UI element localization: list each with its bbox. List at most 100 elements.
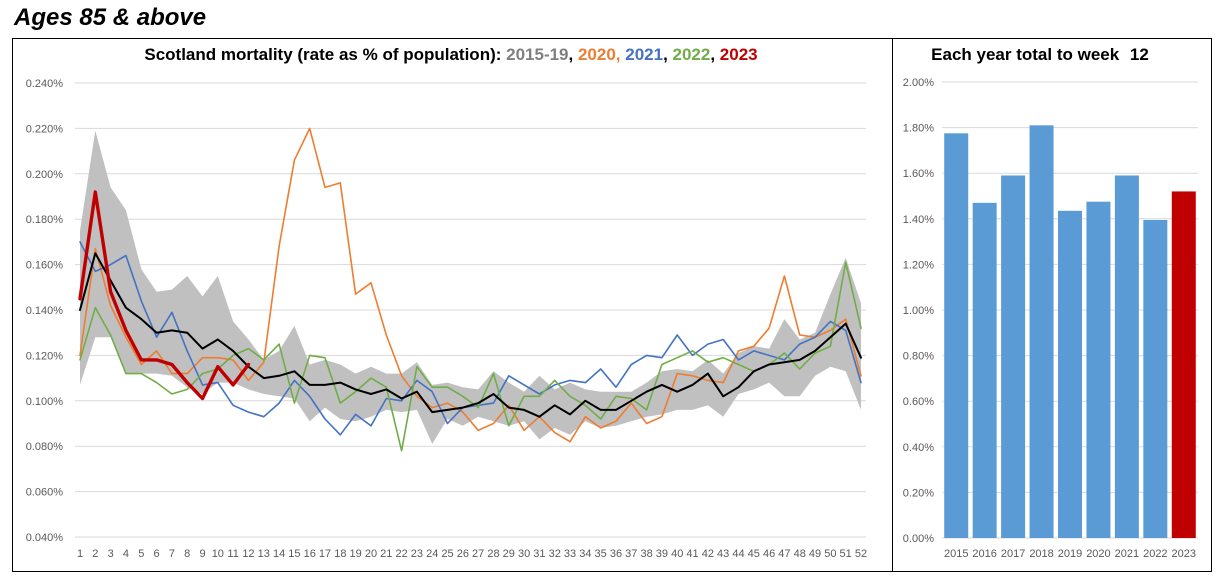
line-x-tick-label: 40	[671, 548, 683, 560]
series-band-2015-19	[80, 130, 861, 444]
line-x-tick-label: 26	[457, 548, 469, 560]
line-y-tick-label: 0.180%	[26, 214, 64, 226]
line-x-tick-label: 8	[184, 548, 190, 560]
line-x-tick-label: 35	[595, 548, 607, 560]
line-y-tick-label: 0.220%	[26, 123, 64, 135]
line-y-tick-label: 0.120%	[26, 350, 64, 362]
bar-x-tick-label: 2020	[1086, 548, 1110, 560]
line-x-tick-label: 27	[472, 548, 484, 560]
line-x-tick-label: 51	[840, 548, 852, 560]
line-x-tick-label: 49	[809, 548, 821, 560]
bar-x-tick-label: 2019	[1058, 548, 1082, 560]
line-x-tick-label: 21	[380, 548, 392, 560]
line-x-tick-label: 24	[426, 548, 438, 560]
bar-y-tick-label: 1.20%	[903, 259, 934, 271]
line-x-tick-label: 50	[824, 548, 836, 560]
bar-x-tick-label: 2021	[1115, 548, 1139, 560]
line-x-tick-label: 23	[411, 548, 423, 560]
line-x-tick-label: 25	[441, 548, 453, 560]
line-x-tick-label: 16	[304, 548, 316, 560]
line-x-tick-label: 39	[656, 548, 668, 560]
line-x-tick-label: 22	[395, 548, 407, 560]
bar-y-tick-label: 0.20%	[903, 487, 934, 499]
bar-x-tick-label: 2018	[1029, 548, 1053, 560]
bar-2016	[972, 202, 997, 538]
line-chart-title: Scotland mortality (rate as % of populat…	[144, 45, 757, 64]
line-x-tick-label: 1	[77, 548, 83, 560]
bar-2023	[1171, 191, 1196, 538]
line-x-tick-label: 19	[350, 548, 362, 560]
line-x-tick-label: 28	[487, 548, 499, 560]
line-y-tick-label: 0.080%	[26, 441, 64, 453]
bar-x-tick-label: 2015	[944, 548, 968, 560]
series-line-2022	[79, 261, 862, 452]
bar-2018	[1029, 125, 1054, 538]
bar-y-tick-label: 0.40%	[903, 442, 934, 454]
line-y-tick-label: 0.140%	[26, 305, 64, 317]
line-x-tick-label: 31	[533, 548, 545, 560]
page-title: Ages 85 & above	[14, 4, 207, 31]
line-x-tick-label: 32	[549, 548, 561, 560]
line-x-tick-label: 45	[748, 548, 760, 560]
line-y-tick-label: 0.040%	[26, 532, 64, 544]
line-x-tick-label: 36	[610, 548, 622, 560]
line-x-tick-label: 34	[579, 548, 591, 560]
line-chart-title-part-6: 2022	[673, 45, 711, 64]
bar-y-tick-label: 0.60%	[903, 396, 934, 408]
line-x-tick-label: 44	[732, 548, 744, 560]
line-x-tick-label: 52	[855, 548, 867, 560]
line-x-tick-label: 12	[242, 548, 254, 560]
line-chart-title-part-3: 2020,	[578, 45, 625, 64]
bar-y-tick-label: 1.80%	[903, 123, 934, 135]
line-x-tick-label: 10	[212, 548, 224, 560]
line-y-tick-label: 0.240%	[26, 78, 64, 90]
bar-chart-title-text: Each year total to week	[931, 45, 1124, 64]
line-x-tick-label: 11	[227, 548, 238, 560]
bar-chart-title-week: 12	[1130, 45, 1149, 64]
line-x-tick-label: 15	[288, 548, 300, 560]
line-x-tick-label: 38	[640, 548, 652, 560]
bar-y-tick-label: 1.00%	[903, 305, 934, 317]
line-y-tick-label: 0.200%	[26, 169, 64, 181]
line-x-tick-label: 30	[518, 548, 530, 560]
line-y-tick-label: 0.100%	[26, 396, 64, 408]
bar-2015	[944, 133, 969, 539]
bar-2020	[1086, 201, 1111, 538]
line-x-tick-label: 43	[717, 548, 729, 560]
line-x-tick-label: 41	[686, 548, 698, 560]
line-x-tick-label: 17	[319, 548, 331, 560]
line-x-tick-label: 3	[108, 548, 114, 560]
line-x-tick-label: 14	[273, 548, 285, 560]
bar-y-tick-label: 0.00%	[903, 533, 934, 545]
line-x-tick-label: 5	[138, 548, 144, 560]
line-x-tick-label: 18	[334, 548, 346, 560]
bar-2019	[1058, 210, 1082, 538]
bar-x-tick-label: 2022	[1143, 548, 1167, 560]
line-x-tick-label: 9	[199, 548, 205, 560]
bar-chart-title: Each year total to week 12	[931, 45, 1149, 64]
line-chart-title-part-0: Scotland mortality (rate as % of populat…	[144, 45, 506, 64]
line-chart-title-part-1: 2015-19	[506, 45, 568, 64]
series-line-2020	[79, 127, 862, 443]
line-chart-title-part-4: 2021	[625, 45, 663, 64]
line-y-tick-label: 0.060%	[26, 487, 64, 499]
line-x-tick-label: 6	[154, 548, 160, 560]
bar-x-tick-label: 2017	[1001, 548, 1025, 560]
line-x-tick-label: 37	[625, 548, 637, 560]
bar-x-tick-label: 2023	[1172, 548, 1196, 560]
bar-y-tick-label: 1.60%	[903, 168, 934, 180]
line-x-tick-label: 33	[564, 548, 576, 560]
line-x-tick-label: 29	[503, 548, 515, 560]
line-x-tick-label: 47	[778, 548, 790, 560]
line-x-tick-label: 7	[169, 548, 175, 560]
line-y-tick-label: 0.160%	[26, 260, 64, 272]
line-x-tick-label: 4	[123, 548, 129, 560]
line-chart-title-part-7: ,	[710, 45, 719, 64]
line-x-tick-label: 46	[763, 548, 775, 560]
bar-2017	[1001, 175, 1026, 539]
line-x-tick-label: 13	[258, 548, 270, 560]
line-chart-title-part-8: 2023	[720, 45, 758, 64]
line-chart-title-part-5: ,	[663, 45, 672, 64]
bar-2022	[1143, 219, 1168, 538]
